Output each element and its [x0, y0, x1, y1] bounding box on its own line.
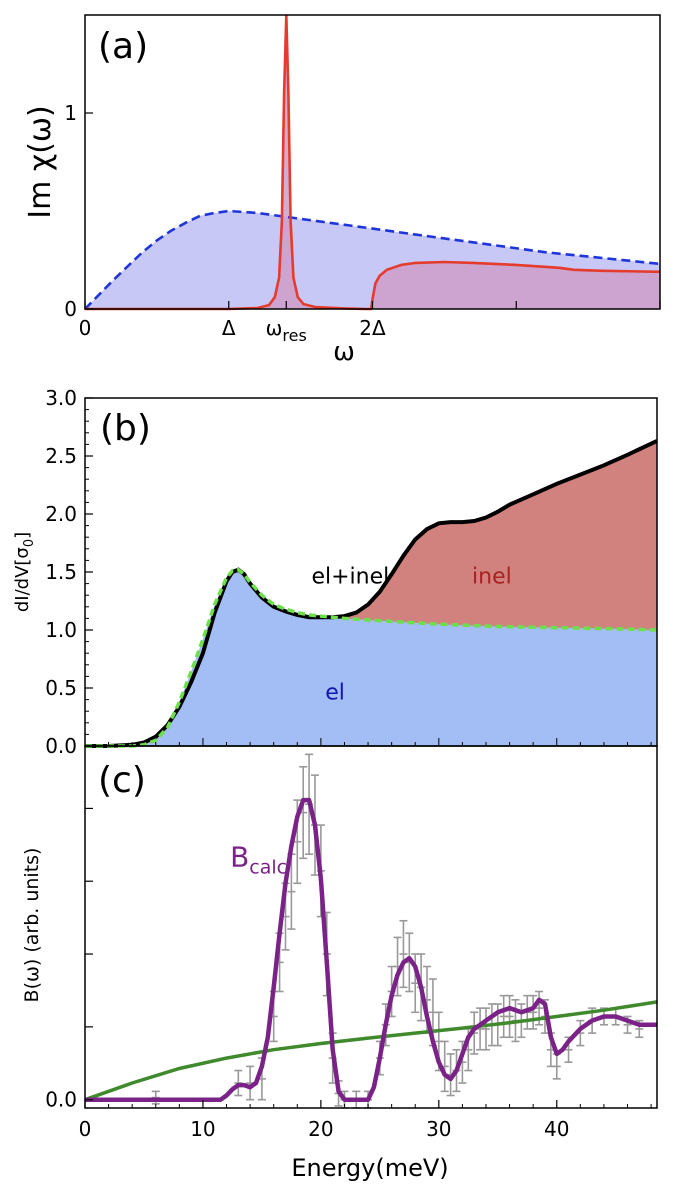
panel-b-area-el — [85, 569, 657, 746]
panel-b-label: (b) — [100, 408, 151, 449]
panel-b-annotation-2: el — [325, 681, 345, 706]
panel-a-ytick-label-1: 1 — [64, 101, 77, 125]
panel-b-ytick-label-5: 2.5 — [45, 444, 77, 468]
panel-c-ticks: 0 10 20 30 40 0.0 — [45, 807, 652, 1141]
panel-a-xtick-label-2: ωres — [266, 316, 307, 345]
panel-a-ytick-label-0: 0 — [64, 297, 77, 321]
panel-a-xtick-sub-2: res — [282, 326, 306, 345]
panel-c-series — [84, 753, 658, 1109]
panel-a-ylabel: Im χ(ω) — [23, 105, 58, 218]
panel-c-annotation-0: Bcalc — [230, 841, 287, 879]
panel-c-line-bcalc — [85, 797, 657, 1102]
panel-c-line-smooth — [84, 1000, 658, 1102]
panel-b-ylabel-main: dI/dV[σ — [12, 547, 33, 612]
panel-a-label: (a) — [98, 26, 148, 67]
panel-c-annotation-sub-0: calc — [249, 857, 287, 879]
panel-c-label: (c) — [98, 760, 146, 801]
panel-b-ytick-label-4: 2.0 — [45, 502, 77, 526]
panel-c-annotations: Bcalc — [230, 841, 287, 879]
panel-b-annotation-1: inel — [472, 565, 512, 590]
panel-b-ytick-label-3: 1.5 — [45, 560, 77, 584]
panel-c: 0 10 20 30 40 0.0 (c) Bcalc B(ω) (arb. units)… — [21, 745, 658, 1182]
panel-c-xtick-label-1: 10 — [190, 1117, 215, 1141]
panel-c-ytick-label-0: 0.0 — [45, 1088, 77, 1112]
panel-a-area-1 — [85, 15, 660, 309]
panel-c-ylabel: B(ω) (arb. units) — [21, 848, 43, 1003]
panel-b-ylabel-sub: 0 — [22, 539, 37, 547]
panel-c-frame — [84, 745, 658, 1109]
panel-c-xtick-label-2: 20 — [308, 1117, 333, 1141]
panel-c-xlabel: Energy(meV) — [291, 1154, 448, 1182]
panel-a-xtick-label-1: Δ — [222, 316, 236, 340]
panel-b-ylabel: dI/dV[σ0] — [12, 532, 37, 612]
panel-b: 0.00.51.01.52.02.53.0 (b) el+inel inelel … — [12, 386, 658, 758]
panel-b-ytick-label-6: 3.0 — [45, 386, 77, 410]
panel-b-annotations: el+inel inel el — [311, 565, 511, 706]
panel-a-series — [84, 14, 661, 311]
panel-c-xtick-label-0: 0 — [79, 1117, 92, 1141]
panel-a-xtick-label-3: 2Δ — [359, 316, 386, 340]
panel-b-ytick-label-2: 1.0 — [45, 618, 77, 642]
panel-a-xlabel: ω — [333, 337, 355, 367]
panel-b-annotation-0: el+inel — [311, 565, 389, 590]
panel-b-ticks: 0.0 0.5 1.0 1.5 2.0 2.5 3.0 — [45, 386, 652, 758]
panel-b-ylabel-end: ] — [12, 532, 33, 539]
panel-c-xtick-label-4: 40 — [544, 1117, 569, 1141]
panel-b-series — [85, 439, 658, 748]
panel-a-xtick-label-0: 0 — [79, 316, 92, 340]
panel-b-ytick-label-0: 0.0 — [45, 734, 77, 758]
panel-b-line-el — [85, 567, 658, 748]
panel-c-xtick-label-3: 30 — [426, 1117, 451, 1141]
panel-b-ytick-label-1: 0.5 — [45, 676, 77, 700]
